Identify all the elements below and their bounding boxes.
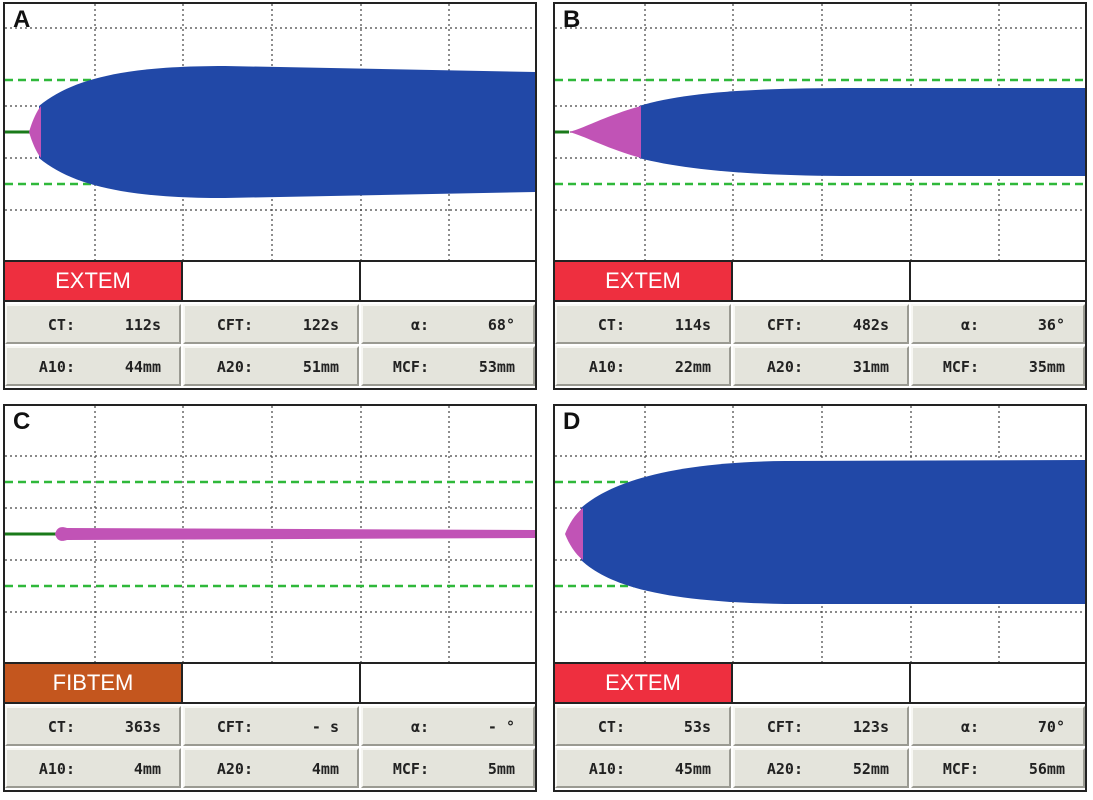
alpha-cell: α: 70° <box>911 706 1085 746</box>
mcf-cell: MCF: 56mm <box>911 748 1085 788</box>
cft-cell: CFT: - s <box>183 706 359 746</box>
a10-cell: A10: 45mm <box>555 748 731 788</box>
alpha-cell: α: 36° <box>911 304 1085 344</box>
parameter-table: EXTEM CT: 53s CFT: 123s α: 70° A10: 45mm A20… <box>553 664 1087 792</box>
panel-letter: C <box>13 408 31 435</box>
a20-cell: A20: 51mm <box>183 346 359 386</box>
clot-magenta-onset <box>565 508 583 560</box>
mcf-cell: MCF: 5mm <box>361 748 535 788</box>
panel-letter: A <box>13 6 31 33</box>
panel-b: B EXTEM CT: 114s <box>553 2 1087 390</box>
assay-name: EXTEM <box>55 268 131 293</box>
panel-letter: B <box>563 6 581 33</box>
ct-cell: CT: 53s <box>555 706 731 746</box>
empty-cell <box>361 262 535 302</box>
clot-blue-region <box>581 460 1085 604</box>
panel-d: D EXTEM CT: 53s CFT: 123s <box>553 404 1087 792</box>
mcf-cell: MCF: 53mm <box>361 346 535 386</box>
panel-c: C FIBTEM CT: 363s CFT: - s <box>3 404 537 792</box>
parameter-table: EXTEM CT: 114s CFT: 482s α: 36° A10: 22mm A2… <box>553 262 1087 390</box>
assay-name: FIBTEM <box>52 670 134 695</box>
a10-cell: A10: 22mm <box>555 346 731 386</box>
rotem-trace <box>555 4 1085 260</box>
rotem-trace-area: B <box>553 2 1087 262</box>
clot-magenta-onset <box>569 106 641 158</box>
clot-magenta-onset <box>29 106 41 158</box>
alpha-cell: α: - ° <box>361 706 535 746</box>
parameter-table: FIBTEM CT: 363s CFT: - s α: - ° A10: 4mm A20… <box>3 664 537 792</box>
ct-cell: CT: 114s <box>555 304 731 344</box>
alpha-cell: α: 68° <box>361 304 535 344</box>
a20-cell: A20: 52mm <box>733 748 909 788</box>
a20-cell: A20: 4mm <box>183 748 359 788</box>
clot-blue-region <box>639 88 1085 176</box>
rotem-trace <box>5 4 535 260</box>
ct-cell: CT: 363s <box>5 706 181 746</box>
assay-label: EXTEM <box>555 664 733 704</box>
panel-a: A EXTEM CT: 112s <box>3 2 537 390</box>
assay-name: EXTEM <box>605 268 681 293</box>
clot-magenta-band <box>55 527 535 541</box>
rotem-trace <box>5 406 535 662</box>
assay-label: EXTEM <box>555 262 733 302</box>
dashed-green-lines <box>5 480 535 588</box>
clot-blue-region <box>39 66 535 198</box>
assay-label: FIBTEM <box>5 664 183 704</box>
empty-cell <box>911 262 1085 302</box>
parameter-table: EXTEM CT: 112s CFT: 122s α: 68° A10: 44mm A2… <box>3 262 537 390</box>
assay-name: EXTEM <box>605 670 681 695</box>
rotem-trace-area: A <box>3 2 537 262</box>
ct-cell: CT: 112s <box>5 304 181 344</box>
rotem-trace-area: C <box>3 404 537 664</box>
empty-cell <box>361 664 535 704</box>
empty-cell <box>183 664 361 704</box>
empty-cell <box>911 664 1085 704</box>
mcf-cell: MCF: 35mm <box>911 346 1085 386</box>
grid <box>5 406 535 662</box>
empty-cell <box>733 262 911 302</box>
panel-letter: D <box>563 408 581 435</box>
a20-cell: A20: 31mm <box>733 346 909 386</box>
empty-cell <box>183 262 361 302</box>
a10-cell: A10: 44mm <box>5 346 181 386</box>
empty-cell <box>733 664 911 704</box>
dashed-green-lines <box>555 78 1085 186</box>
assay-label: EXTEM <box>5 262 183 302</box>
a10-cell: A10: 4mm <box>5 748 181 788</box>
rotem-trace <box>555 406 1085 662</box>
cft-cell: CFT: 123s <box>733 706 909 746</box>
rotem-trace-area: D <box>553 404 1087 664</box>
cft-cell: CFT: 122s <box>183 304 359 344</box>
cft-cell: CFT: 482s <box>733 304 909 344</box>
